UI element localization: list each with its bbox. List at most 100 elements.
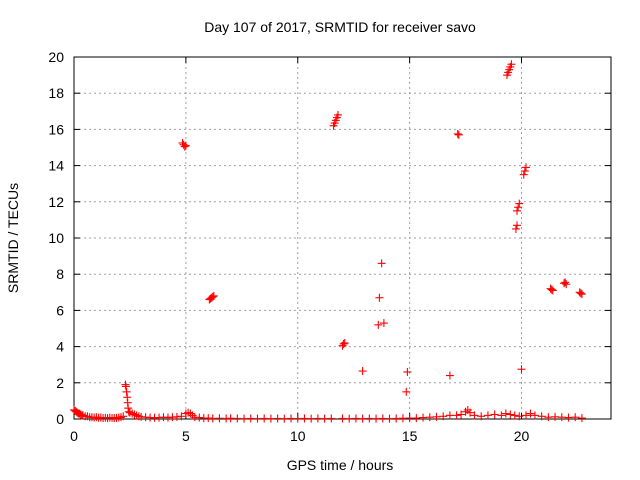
- data-point: [501, 409, 510, 418]
- data-point: [358, 414, 367, 423]
- data-point: [287, 414, 296, 423]
- data-point: [497, 411, 506, 420]
- data-point: [307, 414, 316, 423]
- data-point: [490, 410, 499, 419]
- data-point: [402, 387, 411, 396]
- data-point: [506, 410, 515, 419]
- data-point: [419, 413, 428, 422]
- y-tick-label: 4: [56, 339, 64, 355]
- y-tick-label: 20: [48, 49, 64, 65]
- data-point: [546, 284, 555, 293]
- data-point: [466, 408, 475, 417]
- data-point: [179, 140, 188, 149]
- data-point: [379, 319, 388, 328]
- data-point: [121, 382, 130, 391]
- x-tick-label: 10: [290, 428, 306, 444]
- data-point: [180, 142, 189, 151]
- data-point: [517, 365, 526, 374]
- grid: [73, 56, 611, 420]
- data-point: [564, 413, 573, 422]
- y-tick-label: 8: [56, 266, 64, 282]
- x-tick-label: 5: [182, 428, 190, 444]
- data-point: [124, 407, 133, 416]
- data-point: [122, 387, 131, 396]
- data-point: [507, 60, 516, 69]
- data-point: [273, 414, 282, 423]
- data-point: [457, 410, 466, 419]
- data-point: [576, 289, 585, 298]
- data-point: [513, 206, 522, 215]
- data-point: [453, 129, 462, 138]
- data-point: [207, 293, 216, 302]
- data-point: [562, 280, 571, 289]
- data-point: [340, 338, 349, 347]
- data-point: [520, 167, 529, 176]
- data-point: [439, 412, 448, 421]
- data-point: [530, 411, 539, 420]
- data-points: [70, 60, 586, 423]
- data-point: [547, 285, 556, 294]
- y-tick-label: 14: [48, 158, 64, 174]
- data-point: [537, 412, 546, 421]
- data-point: [452, 411, 461, 420]
- data-point: [445, 411, 454, 420]
- data-point: [551, 412, 560, 421]
- data-point: [345, 414, 354, 423]
- x-tick-label: 20: [514, 428, 530, 444]
- data-point: [377, 259, 386, 268]
- data-point: [327, 414, 336, 423]
- data-point: [266, 414, 275, 423]
- data-point: [521, 163, 530, 172]
- data-point: [445, 371, 454, 380]
- data-point: [477, 412, 486, 421]
- data-point: [577, 414, 586, 423]
- y-tick-label: 18: [48, 85, 64, 101]
- data-point: [119, 412, 128, 421]
- data-point: [392, 414, 401, 423]
- data-point: [208, 414, 217, 423]
- data-point: [378, 414, 387, 423]
- y-tick-label: 6: [56, 302, 64, 318]
- data-point: [575, 288, 584, 297]
- data-point: [177, 412, 186, 421]
- data-point: [293, 414, 302, 423]
- data-point: [385, 414, 394, 423]
- data-point: [215, 414, 224, 423]
- chart-title: Day 107 of 2017, SRMTID for receiver sav…: [204, 19, 476, 35]
- x-tick-label: 15: [402, 428, 418, 444]
- data-point: [186, 409, 195, 418]
- y-tick-label: 2: [56, 375, 64, 391]
- data-point: [124, 404, 133, 413]
- data-point: [519, 170, 528, 179]
- data-point: [405, 414, 414, 423]
- x-axis-label: GPS time / hours: [287, 457, 394, 473]
- data-point: [526, 409, 535, 418]
- y-axis-label: SRMTID / TECUs: [5, 183, 21, 293]
- data-point: [365, 414, 374, 423]
- data-point: [351, 414, 360, 423]
- data-point: [483, 411, 492, 420]
- data-point: [557, 413, 566, 422]
- data-point: [577, 290, 586, 299]
- data-point: [548, 286, 557, 295]
- data-point: [246, 414, 255, 423]
- data-point: [358, 367, 367, 376]
- data-point: [398, 414, 407, 423]
- data-point: [320, 414, 329, 423]
- data-point: [544, 413, 553, 422]
- data-point: [560, 279, 569, 288]
- data-point: [561, 278, 570, 287]
- data-point: [403, 367, 412, 376]
- data-point: [181, 141, 190, 150]
- data-point: [454, 130, 463, 139]
- data-point: [470, 411, 479, 420]
- y-tick-label: 16: [48, 121, 64, 137]
- data-point: [339, 339, 348, 348]
- data-point: [513, 221, 522, 230]
- data-point: [375, 293, 384, 302]
- y-tick-label: 10: [48, 230, 64, 246]
- data-point: [425, 413, 434, 422]
- data-point: [374, 320, 383, 329]
- data-point: [226, 414, 235, 423]
